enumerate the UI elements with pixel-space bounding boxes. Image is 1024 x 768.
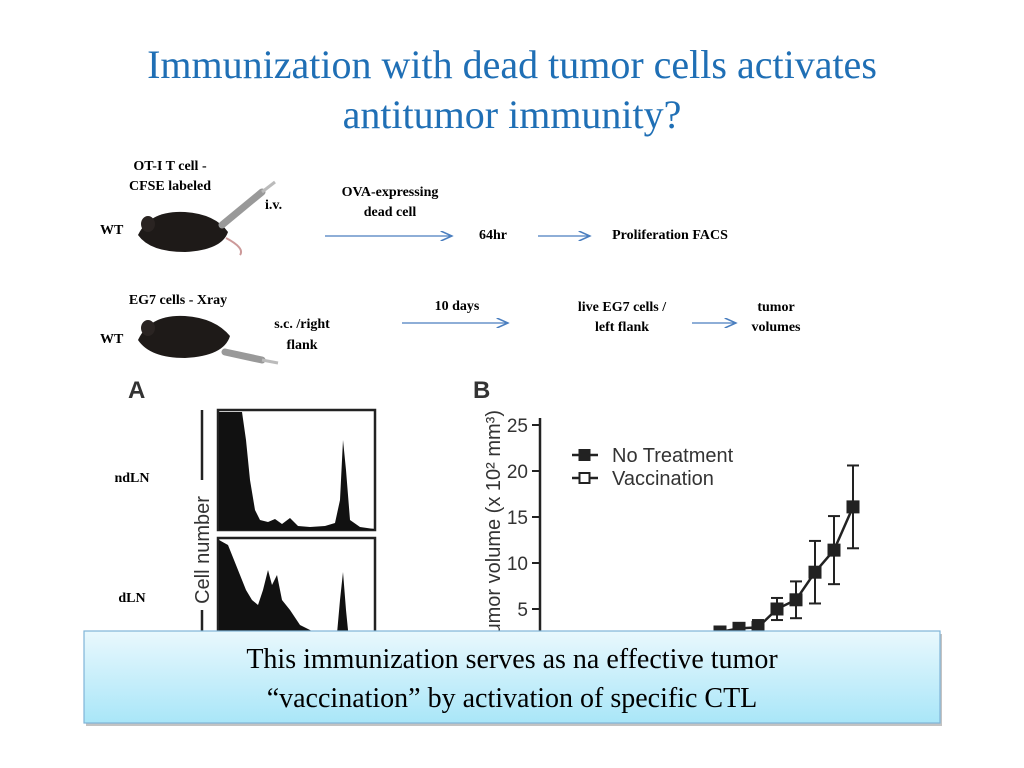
label: Proliferation FACS — [612, 228, 728, 243]
row-label: ndLN — [114, 471, 149, 486]
callout-text: “vaccination” by activation of specific … — [267, 683, 758, 714]
syringe-icon — [218, 180, 276, 229]
label: OT-I T cell - — [133, 159, 207, 174]
axis-label: Tumor volume (x 10² mm³) — [483, 410, 505, 646]
legend-label: Vaccination — [612, 468, 714, 490]
label: EG7 cells - Xray — [129, 293, 227, 308]
marker — [846, 500, 860, 514]
mouse-icon — [138, 211, 242, 256]
histogram — [219, 540, 374, 658]
label: WT — [100, 332, 124, 347]
marker — [770, 602, 784, 616]
row-label: dLN — [118, 591, 145, 606]
marker — [789, 593, 803, 607]
label: live EG7 cells / — [578, 300, 667, 315]
y-tick-label: 15 — [507, 508, 528, 529]
marker — [827, 543, 841, 557]
label: tumor — [757, 300, 794, 315]
y-tick-label: 10 — [507, 554, 528, 575]
callout-text: This immunization serves as na effective… — [246, 644, 778, 675]
callout-box — [83, 630, 941, 724]
callout: This immunization serves as na effective… — [83, 630, 942, 726]
legend-marker — [578, 449, 591, 461]
y-tick-label: 20 — [507, 462, 528, 483]
chart: B Tumor volume (x 10² mm³) 0510152025No … — [473, 377, 860, 667]
legend-label: No Treatment — [612, 445, 734, 467]
syringe-icon — [221, 348, 279, 365]
label: dead cell — [364, 205, 417, 220]
panel-label: A — [128, 377, 145, 404]
marker — [808, 565, 822, 579]
label: WT — [100, 223, 124, 238]
panel-label: B — [473, 377, 490, 404]
title: Immunization with dead tumor cells activ… — [147, 42, 877, 87]
y-tick-label: 5 — [517, 600, 528, 621]
label: i.v. — [265, 198, 282, 213]
mouse-icon — [138, 315, 230, 358]
histogram — [219, 412, 374, 530]
y-tick-label: 25 — [507, 416, 528, 437]
label: volumes — [752, 320, 802, 335]
label: s.c. /right — [274, 317, 330, 332]
label: flank — [286, 338, 317, 353]
axis-label: Cell number — [192, 496, 214, 604]
title: antitumor immunity? — [343, 92, 682, 137]
label: CFSE labeled — [129, 179, 211, 194]
label: 64hr — [479, 228, 507, 243]
legend-marker — [578, 472, 591, 484]
label: 10 days — [435, 299, 480, 314]
label: OVA-expressing — [342, 185, 439, 200]
label: left flank — [595, 320, 649, 335]
